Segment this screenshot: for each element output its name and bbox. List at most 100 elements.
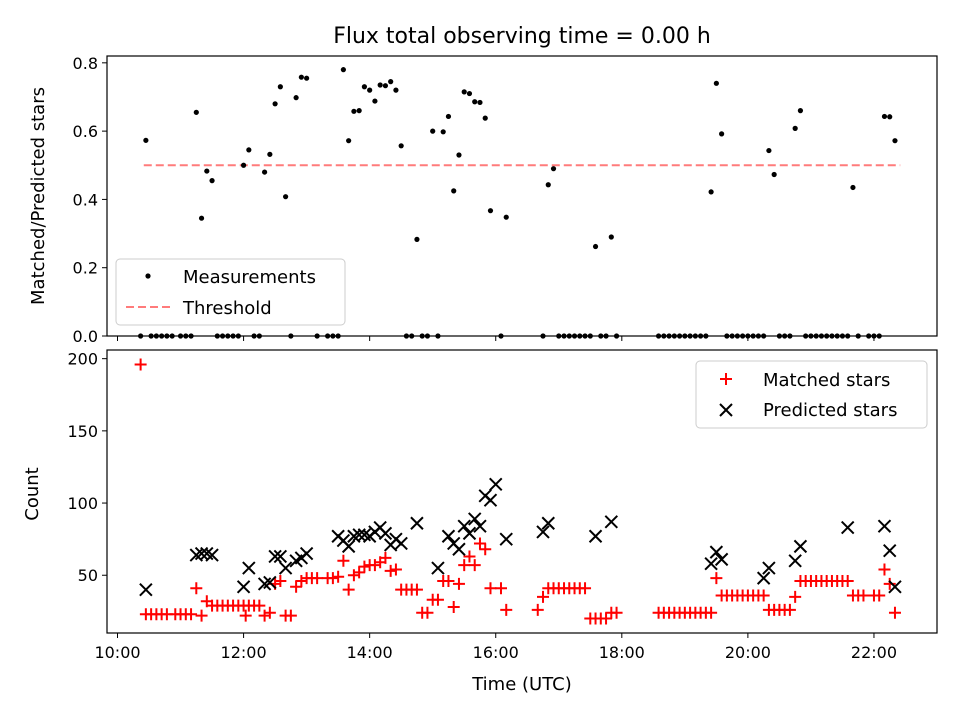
- measurement-point: [356, 108, 362, 114]
- matched-star-point: [447, 601, 460, 614]
- top-ylabel: Matched/Predicted stars: [28, 87, 49, 305]
- matched-star-point: [783, 603, 796, 616]
- matched-star-point: [239, 609, 252, 622]
- predicted-star-point: [462, 526, 477, 541]
- measurement-point: [209, 178, 215, 184]
- matched-star-point: [789, 590, 802, 603]
- bottom-xtick-label: 20:00: [725, 643, 771, 662]
- predicted-star-point: [756, 571, 771, 585]
- legend-predicted-label: Predicted stars: [763, 400, 897, 421]
- top-ytick-label: 0.6: [73, 122, 98, 141]
- measurement-point: [713, 80, 719, 86]
- matched-star-point: [600, 612, 613, 625]
- measurement-point: [393, 87, 399, 93]
- measurement-point: [193, 109, 199, 115]
- predicted-star-point: [588, 529, 603, 543]
- legend-threshold-label: Threshold: [182, 298, 272, 319]
- measurement-point: [198, 215, 205, 221]
- measurement-point: [430, 128, 436, 134]
- matched-star-point: [368, 559, 381, 572]
- measurement-point: [608, 234, 614, 240]
- predicted-star-point: [441, 529, 456, 543]
- predicted-star-point: [410, 516, 424, 530]
- measurement-point: [398, 143, 404, 149]
- bottom-axes-frame: [106, 349, 938, 634]
- predicted-star-point: [762, 561, 776, 575]
- predicted-star-point: [236, 580, 251, 594]
- matched-star-point: [284, 609, 297, 622]
- measurement-point: [277, 84, 283, 90]
- top-axes-frame: [106, 55, 938, 337]
- predicted-star-point: [483, 493, 498, 507]
- measurement-point: [340, 67, 346, 73]
- top-legend-box: [115, 258, 346, 326]
- matched-star-point: [531, 603, 544, 616]
- measurement-point: [351, 108, 357, 114]
- bottom-axis-ticks: 50 100 150 200 10:00 12:00 14:00 16:00 18:00 20:0…: [67, 350, 897, 662]
- matched-star-point: [484, 582, 497, 595]
- bottom-ytick-label: 150: [67, 422, 98, 441]
- matched-star-point: [452, 577, 465, 590]
- bottom-xtick-label: 22:00: [851, 643, 897, 662]
- bottom-ylabel: Count: [22, 467, 43, 520]
- matched-star-point: [479, 543, 492, 556]
- measurement-point: [797, 108, 804, 114]
- bottom-xtick-label: 12:00: [221, 643, 267, 662]
- measurement-point: [293, 95, 299, 101]
- measurement-point: [246, 147, 252, 153]
- bottom-legend: Matched stars Predicted stars: [695, 360, 928, 429]
- measurement-point: [792, 125, 798, 131]
- predicted-star-point: [489, 477, 503, 491]
- predicted-star-point: [268, 549, 282, 564]
- measurement-point: [240, 162, 247, 168]
- measurement-point: [550, 166, 557, 172]
- matched-star-point: [332, 570, 345, 583]
- bottom-xlabel: Time (UTC): [471, 674, 572, 695]
- bottom-legend-box: [695, 360, 928, 429]
- predicted-star-point: [788, 554, 802, 568]
- matched-star-point: [494, 582, 507, 595]
- top-ytick-label: 0.4: [73, 190, 98, 209]
- measurement-point: [283, 194, 289, 200]
- predicted-star-point: [394, 536, 408, 551]
- predicted-star-point: [536, 525, 550, 539]
- matched-star-point: [500, 603, 513, 616]
- matched-star-point: [263, 606, 276, 619]
- legend-predicted-marker: [719, 403, 733, 417]
- predicted-star-point: [883, 543, 897, 558]
- matched-star-point: [442, 575, 455, 588]
- predicted-star-point: [263, 575, 277, 590]
- predicted-star-point: [840, 520, 855, 535]
- matched-star-point: [134, 358, 147, 371]
- bottom-ytick-label: 200: [67, 350, 98, 369]
- matched-star-point: [579, 582, 592, 595]
- predicted-star-point: [709, 545, 724, 559]
- predicted-star-point: [468, 512, 482, 526]
- measurement-point: [367, 87, 373, 93]
- matched-star-point: [326, 572, 339, 585]
- matched-star-point: [347, 569, 360, 582]
- legend-measurements-marker: [145, 273, 151, 279]
- matched-star-point: [353, 566, 366, 579]
- bottom-xtick-label: 10:00: [94, 643, 140, 662]
- predicted-star-point: [877, 519, 892, 533]
- matched-star-point: [384, 564, 397, 577]
- matched-star-point: [358, 560, 371, 573]
- measurement-point: [850, 184, 856, 191]
- measurement-point: [545, 182, 551, 188]
- matched-star-point: [290, 580, 303, 593]
- matched-star-point: [705, 606, 718, 619]
- bottom-xtick-label: 14:00: [347, 643, 393, 662]
- bottom-ytick-label: 100: [67, 494, 98, 513]
- measurement-point: [346, 138, 352, 144]
- top-panel: 0.00.20.40.60.8 Matched/Predicted stars …: [28, 54, 938, 346]
- measurement-point: [361, 84, 368, 90]
- measurement-point: [477, 99, 483, 106]
- legend-matched-marker: [720, 373, 732, 385]
- matched-star-point: [195, 609, 208, 622]
- matched-star-point: [873, 589, 886, 602]
- measurement-point: [267, 151, 273, 157]
- measurement-point: [461, 89, 467, 95]
